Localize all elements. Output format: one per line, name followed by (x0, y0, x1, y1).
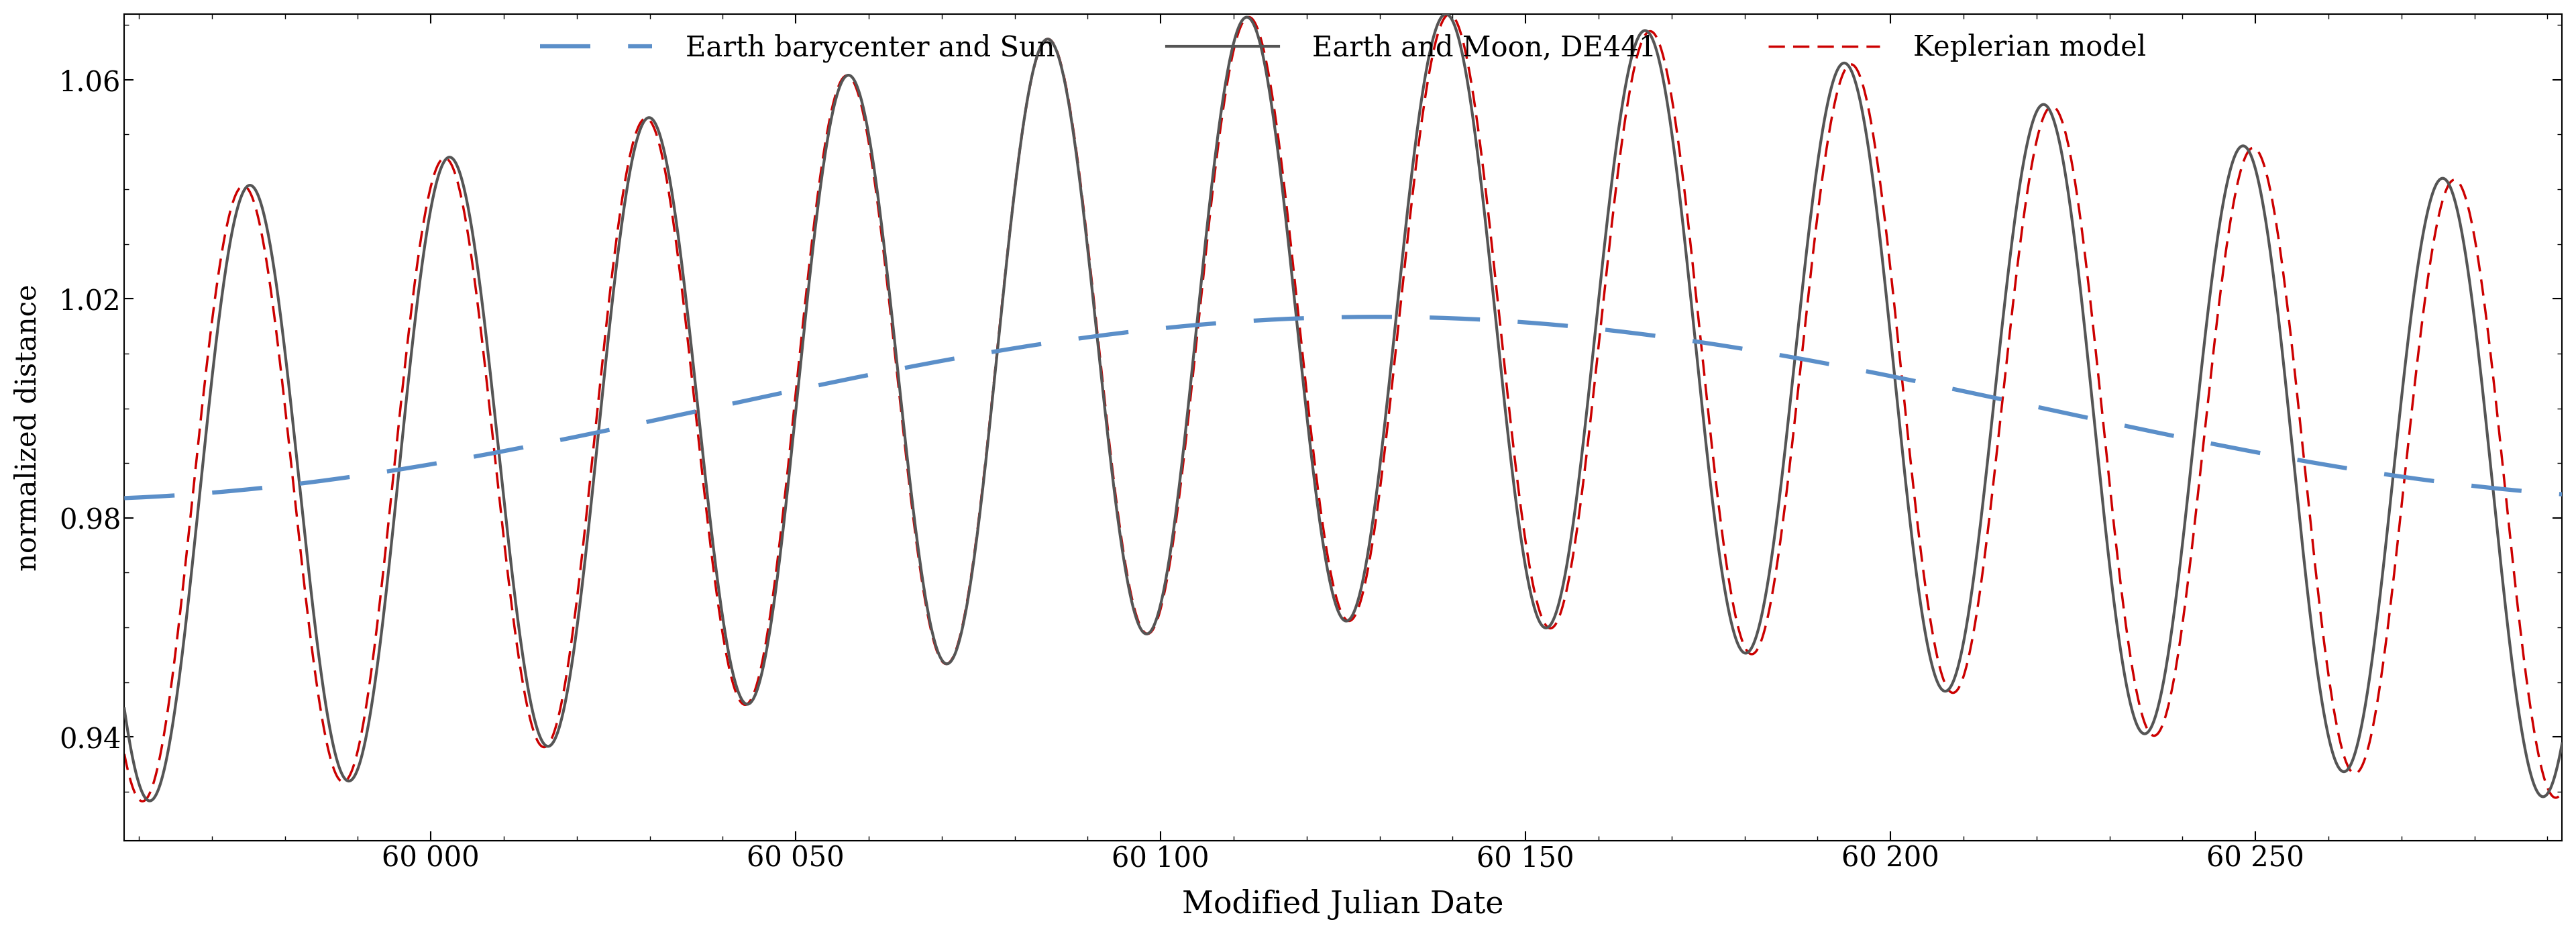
Earth barycenter and Sun (232, 484, 263, 495)
Earth and Moon, DE441 (992, 251, 1023, 262)
Y-axis label: normalized distance: normalized distance (13, 284, 41, 571)
Earth and Moon, DE441 (108, 703, 139, 715)
Earth barycenter and Sun (992, 344, 1023, 355)
Earth and Moon, DE441 (1430, 8, 1461, 20)
Earth barycenter and Sun (1551, 320, 1582, 332)
Keplerian model (232, 182, 263, 193)
Line: Keplerian model: Keplerian model (124, 14, 2563, 801)
Earth and Moon, DE441 (134, 795, 165, 806)
Earth and Moon, DE441 (1659, 141, 1690, 152)
Keplerian model (1659, 105, 1690, 116)
Earth barycenter and Sun (2045, 406, 2076, 417)
Keplerian model (108, 748, 139, 759)
Line: Earth and Moon, DE441: Earth and Moon, DE441 (124, 14, 2563, 800)
Earth barycenter and Sun (2548, 488, 2576, 500)
Legend: Earth barycenter and Sun, Earth and Moon, DE441, Keplerian model: Earth barycenter and Sun, Earth and Moon… (526, 20, 2161, 77)
Earth barycenter and Sun (108, 492, 139, 503)
Earth and Moon, DE441 (2548, 738, 2576, 749)
Line: Earth barycenter and Sun: Earth barycenter and Sun (124, 317, 2563, 498)
Keplerian model (2048, 116, 2079, 127)
Keplerian model (1435, 8, 1466, 20)
Earth and Moon, DE441 (2048, 150, 2079, 162)
Earth barycenter and Sun (1659, 333, 1690, 344)
Earth barycenter and Sun (1917, 379, 1947, 390)
Keplerian model (126, 796, 157, 807)
Keplerian model (1917, 625, 1947, 636)
Earth and Moon, DE441 (1551, 557, 1582, 568)
Keplerian model (1551, 581, 1582, 592)
Keplerian model (992, 250, 1023, 262)
Earth and Moon, DE441 (232, 181, 263, 192)
Earth and Moon, DE441 (1917, 660, 1947, 672)
Earth barycenter and Sun (1360, 311, 1391, 322)
Keplerian model (2548, 786, 2576, 798)
X-axis label: Modified Julian Date: Modified Julian Date (1182, 889, 1504, 920)
